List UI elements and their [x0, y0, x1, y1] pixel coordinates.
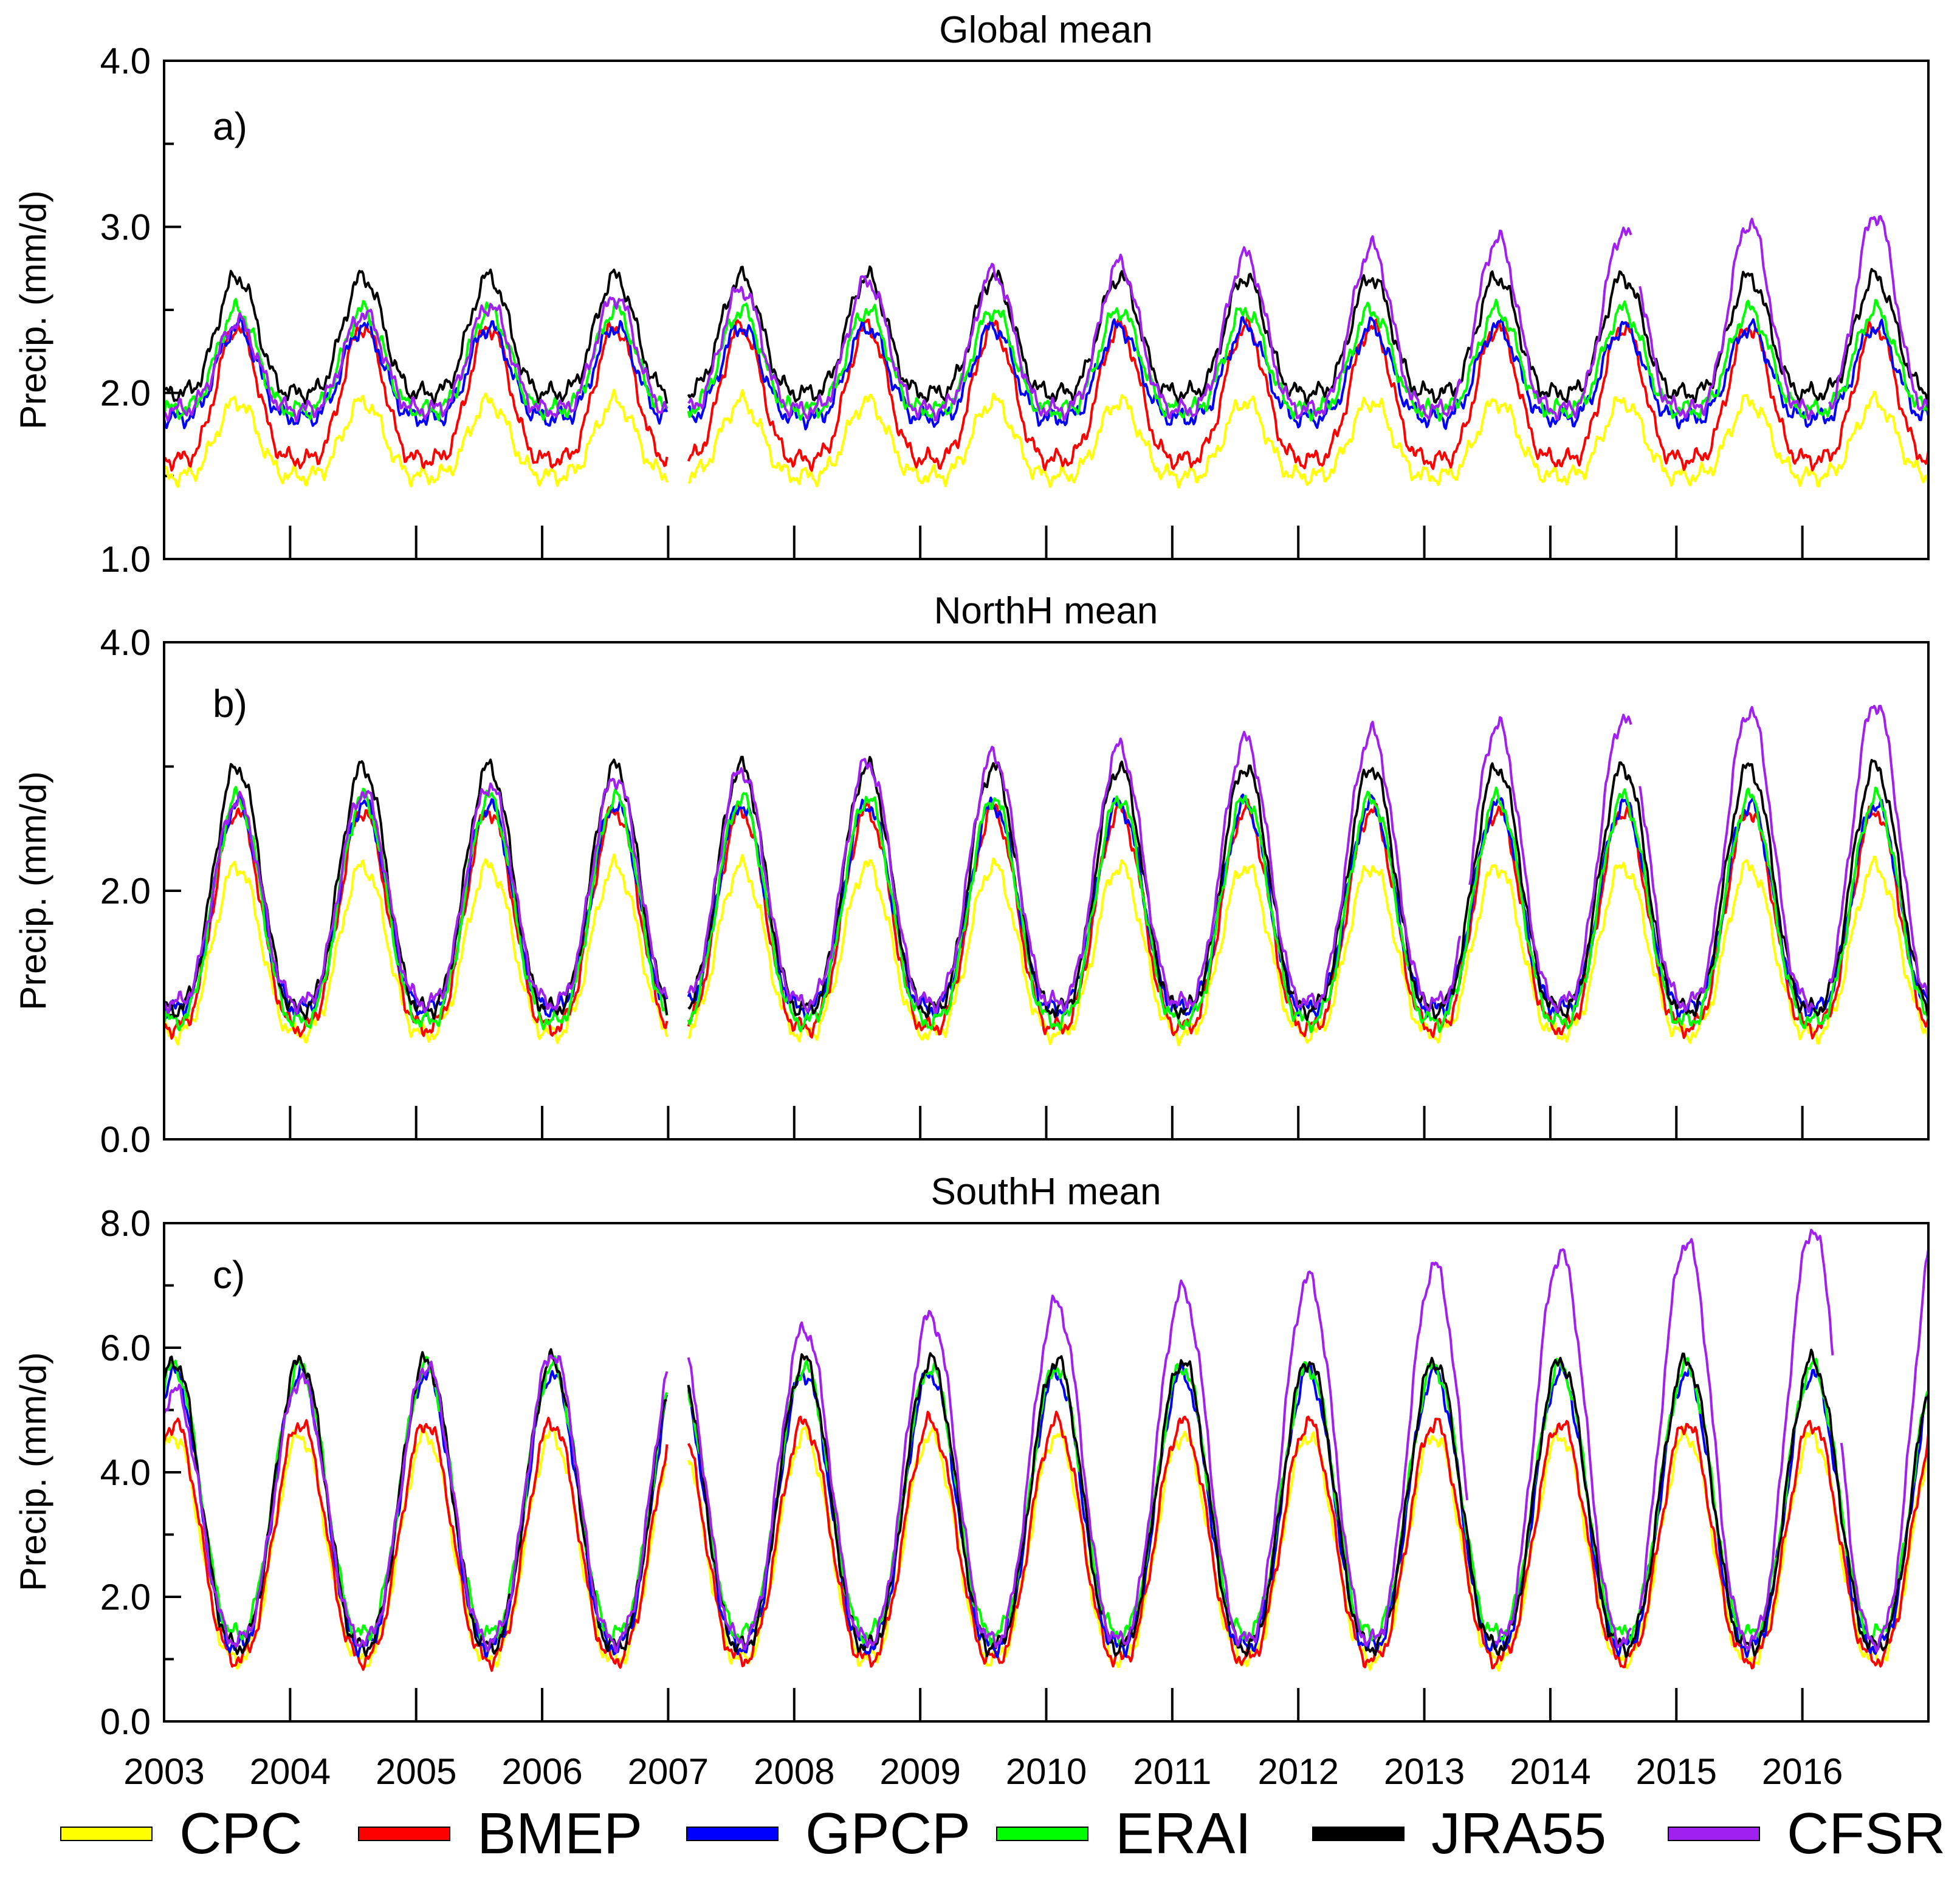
series-line-bmep: [163, 1410, 1930, 1672]
panel-b-frame: [163, 641, 1930, 1141]
x-tick-label: 2007: [628, 1751, 709, 1792]
legend-swatch-gpcp: [686, 1827, 779, 1841]
panel-b-ytick-1: 2.0: [100, 871, 151, 911]
panel-a-ytick-3: 4.0: [100, 41, 151, 81]
x-tick-label: 2015: [1636, 1751, 1717, 1792]
panel-a-letter: a): [213, 105, 247, 148]
x-tick-label: 2008: [754, 1751, 834, 1792]
panel-b-letter: b): [213, 682, 247, 726]
panel-a: Global mean a) Precip. (mm/d) 1.0 2.0 3.…: [13, 9, 1930, 580]
series-line-cfsr: [163, 704, 1930, 1016]
panel-b-series: [163, 704, 1930, 1046]
panel-b-title: NorthH mean: [934, 590, 1158, 632]
legend-swatch-cfsr: [1668, 1827, 1760, 1841]
x-tick-label: 2005: [376, 1751, 456, 1792]
legend-label-erai: ERAI: [1115, 1801, 1251, 1866]
x-tick-label: 2012: [1257, 1751, 1338, 1792]
panel-a-title: Global mean: [939, 9, 1153, 51]
legend-label-gpcp: GPCP: [805, 1801, 971, 1866]
series-line-cfsr: [163, 214, 1929, 423]
x-tick-label: 2004: [250, 1751, 331, 1792]
panel-b-ytick-0: 0.0: [100, 1119, 151, 1160]
legend: CPC BMEP GPCP ERAI JRA55 CFSR: [60, 1801, 1945, 1866]
series-line-erai: [163, 786, 1930, 1034]
x-tick-label: 2006: [501, 1751, 582, 1792]
legend-label-bmep: BMEP: [477, 1801, 642, 1866]
panel-c-ytick-3: 6.0: [100, 1328, 151, 1368]
panel-a-ytick-1: 2.0: [100, 373, 151, 414]
panel-a-frame: [163, 60, 1930, 560]
panel-a-series: [163, 214, 1930, 489]
panel-c: SouthH mean c) Precip. (mm/d) 0.0 2.0 4.…: [13, 1171, 1930, 1742]
series-line-cpc: [163, 388, 1930, 489]
panel-c-ytick-4: 8.0: [100, 1203, 151, 1244]
panel-a-ytick-0: 1.0: [100, 539, 151, 580]
x-tick-label: 2009: [879, 1751, 960, 1792]
x-axis-labels: 2003 2004 2005 2006 2007 2008 2009 2010 …: [123, 1751, 1843, 1792]
series-line-cfsr: [163, 1229, 1930, 1653]
legend-label-jra55: JRA55: [1431, 1801, 1606, 1866]
series-line-cpc: [163, 853, 1930, 1046]
panel-c-letter: c): [213, 1253, 245, 1297]
x-tick-label: 2011: [1133, 1751, 1211, 1792]
legend-label-cpc: CPC: [179, 1801, 303, 1866]
panel-c-title: SouthH mean: [930, 1171, 1161, 1213]
legend-label-cfsr: CFSR: [1787, 1801, 1945, 1866]
x-tick-label: 2016: [1762, 1751, 1843, 1792]
panel-c-ytick-1: 2.0: [100, 1577, 151, 1618]
legend-swatch-erai: [996, 1827, 1088, 1841]
panel-b: NorthH mean b) Precip. (mm/d) 0.0 2.0 4.…: [13, 590, 1930, 1160]
x-tick-label: 2010: [1006, 1751, 1087, 1792]
x-tick-label: 2013: [1384, 1751, 1465, 1792]
panel-c-ytick-0: 0.0: [100, 1701, 151, 1742]
panel-c-series: [163, 1229, 1930, 1672]
panel-a-ytick-2: 3.0: [100, 207, 151, 247]
x-tick-label: 2003: [123, 1751, 204, 1792]
panel-c-ytick-2: 4.0: [100, 1452, 151, 1493]
legend-swatch-bmep: [358, 1827, 450, 1841]
legend-swatch-jra55: [1312, 1827, 1405, 1841]
panel-b-ylabel: Precip. (mm/d): [13, 771, 53, 1010]
x-tick-label: 2014: [1510, 1751, 1590, 1792]
panel-a-ylabel: Precip. (mm/d): [13, 190, 53, 429]
legend-swatch-cpc: [60, 1827, 153, 1841]
panel-c-ylabel: Precip. (mm/d): [13, 1352, 53, 1591]
panel-b-ytick-2: 4.0: [100, 622, 151, 663]
panel-c-frame: [163, 1222, 1930, 1723]
